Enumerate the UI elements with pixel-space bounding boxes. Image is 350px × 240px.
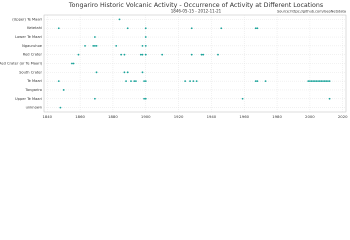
y-tick-label: South Crater <box>19 70 42 74</box>
event-dot <box>95 71 98 74</box>
event-dot <box>328 80 331 83</box>
y-tick-label: Red Crater (or Te Maari) <box>0 62 43 66</box>
x-tick-label: 1940 <box>207 114 217 119</box>
event-dot <box>93 36 96 38</box>
x-tick-label: 1960 <box>239 114 249 119</box>
event-dot <box>184 80 187 83</box>
event-dot <box>317 80 319 83</box>
y-tick-label: Ngauruhoe <box>22 44 43 48</box>
y-tick-label: Te Maari <box>26 79 42 83</box>
event-dot <box>144 44 147 47</box>
event-dot <box>312 80 315 83</box>
event-dot <box>241 97 244 100</box>
event-dot <box>135 80 137 83</box>
event-dot <box>133 80 136 83</box>
x-tick-label: 1900 <box>141 114 151 119</box>
event-dot <box>308 80 311 83</box>
x-tick-label: 1980 <box>272 114 282 119</box>
x-tick-label: 2000 <box>305 114 315 119</box>
event-dot <box>123 53 126 56</box>
y-tick-label: Lower Te Maari <box>15 35 42 39</box>
x-tick-label: 1880 <box>108 114 118 119</box>
event-dot <box>307 80 310 83</box>
event-dot <box>310 80 313 83</box>
event-dot <box>57 27 60 30</box>
event-dot <box>71 62 73 65</box>
event-dot <box>139 53 142 56</box>
event-dot <box>62 89 65 91</box>
event-dot <box>190 53 193 56</box>
event-dot <box>141 71 144 74</box>
event-dot <box>161 53 164 56</box>
event-dot <box>315 80 318 83</box>
x-tick-label: 1860 <box>75 114 85 119</box>
event-dot <box>327 80 329 83</box>
event-dot <box>217 53 219 56</box>
event-dot <box>115 44 118 47</box>
event-dot <box>72 62 75 65</box>
y-tick-label: (Upper) Te Maari <box>12 17 42 21</box>
event-dot <box>125 80 127 83</box>
y-tick-label: Red Crater <box>23 53 43 57</box>
chart-subtitle: 1846-05-15 - 2012-11-21 <box>171 9 222 14</box>
event-dot <box>93 44 96 47</box>
event-dot <box>84 44 86 47</box>
event-dot <box>322 80 324 83</box>
event-dot <box>144 97 147 100</box>
source: Source:https://github.com/GeoNet/data <box>277 10 346 14</box>
event-dot <box>325 80 328 83</box>
event-dot <box>254 27 257 30</box>
event-dot <box>220 27 223 30</box>
event-dot <box>126 71 129 74</box>
event-dot <box>120 53 123 56</box>
chart-title: Tongariro Historic Volcanic Activity - O… <box>68 2 323 9</box>
event-dot <box>77 53 80 56</box>
x-tick-label: 1840 <box>42 114 52 119</box>
event-dot <box>323 80 326 83</box>
event-dot <box>320 80 323 83</box>
event-dot <box>264 80 267 83</box>
event-dot <box>59 106 62 109</box>
event-dot <box>141 44 144 47</box>
event-dot <box>95 44 98 47</box>
event-dot <box>144 36 147 38</box>
event-dot <box>126 27 129 30</box>
event-dot <box>118 18 121 21</box>
event-dot <box>318 80 321 83</box>
event-dot <box>93 97 96 100</box>
y-tick-label: Tongariro <box>24 88 42 92</box>
event-dot <box>328 97 331 100</box>
y-tick-label: unknown <box>26 106 42 110</box>
chart: Tongariro Historic Volcanic Activity - O… <box>0 2 348 119</box>
event-dot <box>192 80 195 83</box>
event-dot <box>202 53 205 56</box>
event-dot <box>92 44 95 47</box>
event-dot <box>143 80 146 83</box>
x-tick-label: 1920 <box>174 114 184 119</box>
event-dot <box>200 53 203 56</box>
event-dot <box>130 80 132 83</box>
event-dot <box>313 80 316 83</box>
y-tick-label: Upper Te Maari <box>15 97 42 101</box>
event-dot <box>144 27 147 30</box>
event-dot <box>143 97 146 100</box>
event-dot <box>57 80 60 83</box>
event-dot <box>123 71 126 74</box>
event-dot <box>256 80 259 83</box>
x-tick-label: 2020 <box>338 114 348 119</box>
event-dot <box>254 80 257 83</box>
event-dot <box>190 27 193 30</box>
event-dot <box>144 53 147 56</box>
event-dot <box>189 80 191 83</box>
event-dot <box>195 80 198 83</box>
y-tick-label: Ketetahi <box>27 26 42 30</box>
event-dot <box>141 53 144 56</box>
event-dot <box>256 27 259 30</box>
event-dot <box>144 80 147 83</box>
